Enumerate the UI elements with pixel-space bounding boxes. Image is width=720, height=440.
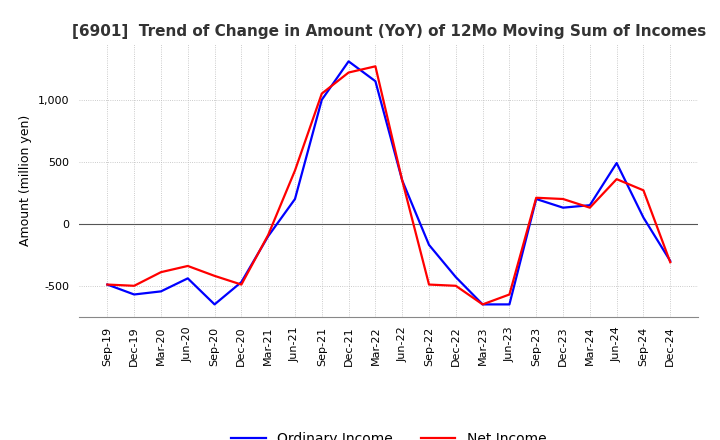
Ordinary Income [237, 279, 246, 285]
Title: [6901]  Trend of Change in Amount (YoY) of 12Mo Moving Sum of Incomes: [6901] Trend of Change in Amount (YoY) o… [72, 24, 706, 39]
Ordinary Income [585, 202, 594, 208]
Net Income [532, 195, 541, 200]
Ordinary Income [612, 161, 621, 166]
Net Income [639, 188, 648, 193]
Net Income [157, 270, 166, 275]
Ordinary Income [103, 282, 112, 287]
Ordinary Income [425, 242, 433, 248]
Net Income [398, 178, 407, 183]
Ordinary Income [264, 234, 272, 239]
Ordinary Income [184, 276, 192, 281]
Net Income [184, 263, 192, 268]
Net Income [451, 283, 460, 289]
Ordinary Income [210, 302, 219, 307]
Line: Net Income: Net Income [107, 66, 670, 304]
Net Income [210, 273, 219, 279]
Ordinary Income [478, 302, 487, 307]
Ordinary Income [291, 196, 300, 202]
Net Income [478, 302, 487, 307]
Y-axis label: Amount (million yen): Amount (million yen) [19, 115, 32, 246]
Net Income [585, 205, 594, 210]
Net Income [425, 282, 433, 287]
Ordinary Income [398, 178, 407, 183]
Net Income [371, 64, 379, 69]
Ordinary Income [157, 289, 166, 294]
Legend: Ordinary Income, Net Income: Ordinary Income, Net Income [226, 427, 552, 440]
Net Income [344, 70, 353, 75]
Net Income [559, 196, 567, 202]
Ordinary Income [318, 97, 326, 103]
Ordinary Income [666, 258, 675, 264]
Net Income [264, 232, 272, 238]
Net Income [318, 91, 326, 96]
Ordinary Income [371, 79, 379, 84]
Net Income [130, 283, 138, 289]
Ordinary Income [639, 215, 648, 220]
Ordinary Income [130, 292, 138, 297]
Net Income [291, 168, 300, 173]
Net Income [505, 292, 514, 297]
Ordinary Income [505, 302, 514, 307]
Ordinary Income [344, 59, 353, 64]
Ordinary Income [451, 275, 460, 280]
Ordinary Income [532, 196, 541, 202]
Net Income [103, 282, 112, 287]
Net Income [612, 176, 621, 182]
Line: Ordinary Income: Ordinary Income [107, 61, 670, 304]
Net Income [666, 260, 675, 265]
Net Income [237, 282, 246, 287]
Ordinary Income [559, 205, 567, 210]
